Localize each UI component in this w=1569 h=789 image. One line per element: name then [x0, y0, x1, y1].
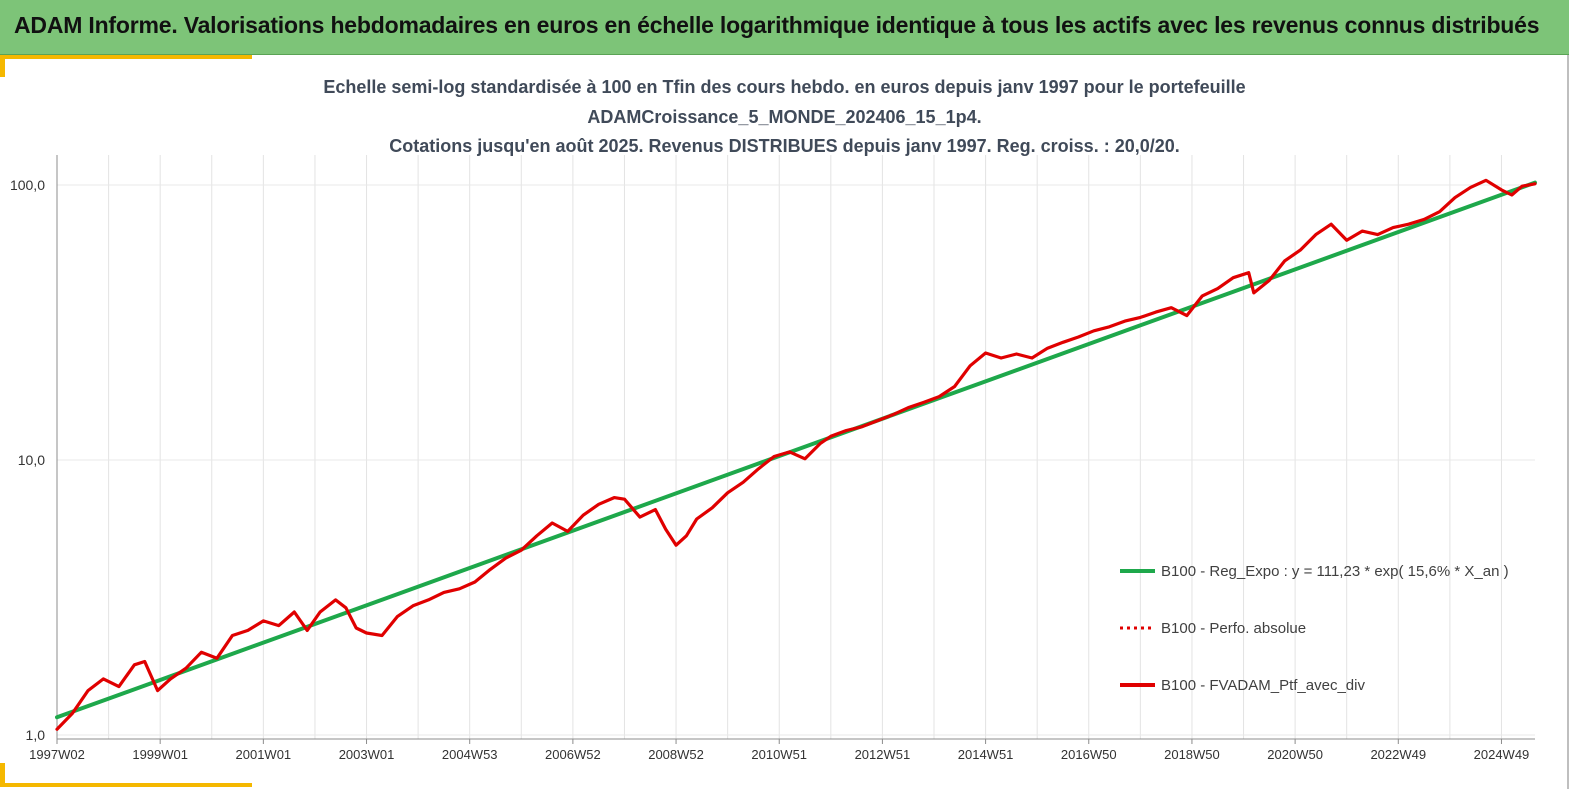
header-title: ADAM Informe. Valorisations hebdomadaire… — [14, 12, 1540, 38]
x-tick-label: 2014W51 — [958, 747, 1014, 762]
legend: B100 - Reg_Expo : y = 111,23 * exp( 15,6… — [1120, 563, 1509, 694]
legend-entry-perfo-absolue: B100 - Perfo. absolue — [1161, 620, 1306, 637]
x-tick-label: 2012W51 — [855, 747, 911, 762]
accent-bar-top — [0, 55, 252, 59]
x-tick-label: 2020W50 — [1267, 747, 1323, 762]
accent-bar-left-top — [0, 55, 5, 77]
x-tick-label: 2008W52 — [648, 747, 704, 762]
header-band: ADAM Informe. Valorisations hebdomadaire… — [0, 0, 1569, 55]
x-tick-label: 1999W01 — [132, 747, 188, 762]
series-layer — [55, 178, 1537, 731]
x-tick-label: 2004W53 — [442, 747, 498, 762]
series-line-portfolio — [55, 178, 1537, 731]
x-tick-label: 2010W51 — [751, 747, 807, 762]
series-line-regression — [55, 180, 1537, 720]
x-tick-label: 2001W01 — [236, 747, 292, 762]
chart-title-line-3: Cotations jusqu'en août 2025. Revenus DI… — [389, 136, 1180, 156]
y-axis: 1,0 10,0 100,0 — [10, 155, 58, 743]
chart-title-line-1: Echelle semi-log standardisée à 100 en T… — [323, 77, 1246, 97]
y-tick-label: 100,0 — [10, 177, 45, 193]
log-chart: 1,0 10,0 100,0 1997W02 1999W01 2001W01 2003W0… — [10, 155, 1537, 762]
legend-entry-regression: B100 - Reg_Expo : y = 111,23 * exp( 15,6… — [1161, 563, 1509, 580]
x-tick-label: 1997W02 — [29, 747, 85, 762]
x-tick-label: 2003W01 — [339, 747, 395, 762]
x-tick-label: 2024W49 — [1474, 747, 1530, 762]
accent-bar-bottom — [0, 783, 252, 787]
x-tick-label: 2018W50 — [1164, 747, 1220, 762]
accent-bar-left-bottom — [0, 763, 5, 787]
chart-frame — [0, 55, 1569, 789]
vertical-gridlines — [56, 155, 1535, 739]
x-tick-label: 2016W50 — [1061, 747, 1117, 762]
x-axis: 1997W02 1999W01 2001W01 2003W01 2004W53 2006W… — [29, 738, 1535, 762]
x-tick-label: 2022W49 — [1370, 747, 1426, 762]
legend-entry-portfolio: B100 - FVADAM_Ptf_avec_div — [1161, 677, 1365, 694]
y-tick-label: 10,0 — [18, 452, 45, 468]
chart-title-line-2: ADAMCroissance_5_MONDE_202406_15_1p4. — [587, 107, 982, 127]
y-tick-label: 1,0 — [26, 727, 46, 743]
x-tick-label: 2006W52 — [545, 747, 601, 762]
